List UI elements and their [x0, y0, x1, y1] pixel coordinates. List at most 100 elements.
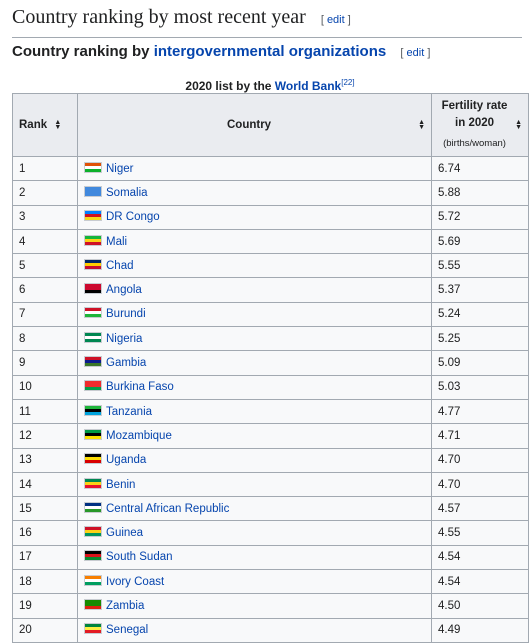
- rank-cell: 20: [12, 617, 78, 643]
- section-edit: [ edit ]: [320, 14, 351, 26]
- flag-icon[interactable]: [84, 161, 102, 173]
- rank-cell: 18: [12, 569, 78, 595]
- table-row: 3 DR Congo 5.72: [12, 204, 529, 230]
- country-link[interactable]: Tanzania: [106, 405, 153, 418]
- subsection-heading: Country ranking by intergovernmental org…: [12, 42, 430, 63]
- country-header[interactable]: Country ▲ ▼: [77, 93, 432, 157]
- subsection-edit-link[interactable]: edit: [406, 47, 425, 59]
- flag-icon[interactable]: [84, 185, 102, 197]
- country-link[interactable]: Central African Republic: [106, 502, 230, 515]
- table-row: 16 Guinea 4.55: [12, 520, 529, 546]
- sort-icon[interactable]: ▲ ▼: [515, 119, 522, 131]
- country-link[interactable]: Somalia: [106, 186, 148, 199]
- fertility-value-cell: 5.88: [431, 180, 529, 206]
- rank-cell: 14: [12, 471, 78, 498]
- flag-icon[interactable]: [84, 550, 102, 562]
- country-link[interactable]: Gambia: [106, 357, 147, 370]
- table-row: 14 Benin 4.70: [12, 471, 529, 498]
- country-link[interactable]: Chad: [106, 259, 134, 272]
- country-link[interactable]: DR Congo: [106, 211, 160, 224]
- subsection-edit: [ edit ]: [400, 47, 431, 59]
- country-cell: South Sudan: [77, 544, 432, 571]
- fertility-value-cell: 4.77: [431, 398, 529, 425]
- fertility-table: Rank ▲ ▼ Country ▲ ▼ Fertility rate in 202…: [12, 93, 529, 643]
- rank-cell: 5: [12, 253, 78, 279]
- flag-icon[interactable]: [84, 598, 102, 610]
- flag-icon[interactable]: [84, 331, 102, 343]
- country-cell: Chad: [77, 253, 432, 279]
- fertility-header-line1: Fertility rate: [441, 100, 508, 112]
- country-link[interactable]: Benin: [106, 478, 136, 491]
- fertility-value-cell: 5.09: [431, 350, 529, 376]
- flag-icon[interactable]: [84, 453, 102, 465]
- flag-icon[interactable]: [84, 404, 102, 416]
- country-cell: Gambia: [77, 350, 432, 376]
- rank-cell: 17: [12, 544, 78, 571]
- fertility-value-cell: 4.55: [431, 520, 529, 546]
- country-link[interactable]: Guinea: [106, 527, 144, 540]
- table-row: 1 Niger 6.74: [12, 155, 529, 182]
- country-cell: Burundi: [77, 301, 432, 328]
- subsection-link[interactable]: intergovernmental organizations: [153, 43, 387, 60]
- country-link[interactable]: Mali: [106, 235, 128, 248]
- rank-cell: 4: [12, 228, 78, 255]
- country-link[interactable]: Zambia: [106, 599, 145, 612]
- fertility-value-cell: 5.03: [431, 374, 529, 400]
- fertility-header[interactable]: Fertility rate in 2020 (births/woman) ▲ ▼: [431, 93, 529, 157]
- country-link[interactable]: Angola: [106, 284, 142, 297]
- rank-cell: 15: [12, 496, 78, 522]
- table-row: 5 Chad 5.55: [12, 253, 529, 279]
- sort-icon[interactable]: ▲ ▼: [54, 118, 62, 131]
- fertility-value-cell: 5.25: [431, 326, 529, 352]
- flag-icon[interactable]: [84, 283, 102, 295]
- flag-icon[interactable]: [84, 428, 102, 440]
- country-link[interactable]: Mozambique: [106, 429, 172, 442]
- country-link[interactable]: Burkina Faso: [106, 381, 174, 394]
- country-link[interactable]: Senegal: [106, 624, 149, 637]
- flag-icon[interactable]: [84, 623, 102, 635]
- country-link[interactable]: Ivory Coast: [106, 575, 165, 588]
- rank-cell: 10: [12, 374, 78, 400]
- table-header-row: Rank ▲ ▼ Country ▲ ▼ Fertility rate in 202…: [12, 93, 529, 157]
- table-row: 18 Ivory Coast 4.54: [12, 569, 529, 595]
- fertility-header-line2: in 2020: [455, 117, 495, 129]
- flag-icon[interactable]: [84, 477, 102, 489]
- fertility-value-cell: 6.74: [431, 155, 529, 182]
- country-link[interactable]: Uganda: [106, 454, 147, 467]
- section-heading: Country ranking by most recent year [ ed…: [12, 4, 522, 38]
- fertility-header-unit: (births/woman): [443, 138, 506, 149]
- rank-header-label: Rank: [19, 119, 48, 131]
- country-link[interactable]: South Sudan: [106, 551, 173, 564]
- country-cell: Mali: [77, 228, 432, 255]
- world-bank-link[interactable]: World Bank: [274, 79, 342, 93]
- flag-icon[interactable]: [84, 526, 102, 538]
- fertility-value-cell: 5.72: [431, 204, 529, 230]
- subsection-prefix: Country ranking by: [12, 43, 154, 60]
- flag-icon[interactable]: [84, 501, 102, 513]
- flag-icon[interactable]: [84, 380, 102, 392]
- country-link[interactable]: Niger: [106, 162, 134, 175]
- table-row: 2 Somalia 5.88: [12, 180, 529, 206]
- reference-link[interactable]: [22]: [341, 78, 355, 87]
- country-link[interactable]: Nigeria: [106, 332, 143, 345]
- country-cell: Nigeria: [77, 326, 432, 352]
- table-row: 15 Central African Republic 4.57: [12, 496, 529, 522]
- table-row: 7 Burundi 5.24: [12, 301, 529, 328]
- flag-icon[interactable]: [84, 356, 102, 368]
- flag-icon[interactable]: [84, 574, 102, 586]
- section-edit-link[interactable]: edit: [326, 14, 345, 26]
- country-cell: Burkina Faso: [77, 374, 432, 400]
- section-title: Country ranking by most recent year: [12, 6, 306, 28]
- fertility-value-cell: 5.69: [431, 228, 529, 255]
- rank-header[interactable]: Rank ▲ ▼: [12, 93, 78, 157]
- flag-icon[interactable]: [84, 307, 102, 319]
- sort-icon[interactable]: ▲ ▼: [418, 119, 425, 131]
- flag-icon[interactable]: [84, 210, 102, 222]
- table-row: 6 Angola 5.37: [12, 277, 529, 303]
- flag-icon[interactable]: [84, 258, 102, 270]
- country-link[interactable]: Burundi: [106, 308, 146, 321]
- table-row: 12 Mozambique 4.71: [12, 423, 529, 449]
- country-cell: Mozambique: [77, 423, 432, 449]
- flag-icon[interactable]: [84, 234, 102, 246]
- rank-cell: 3: [12, 204, 78, 230]
